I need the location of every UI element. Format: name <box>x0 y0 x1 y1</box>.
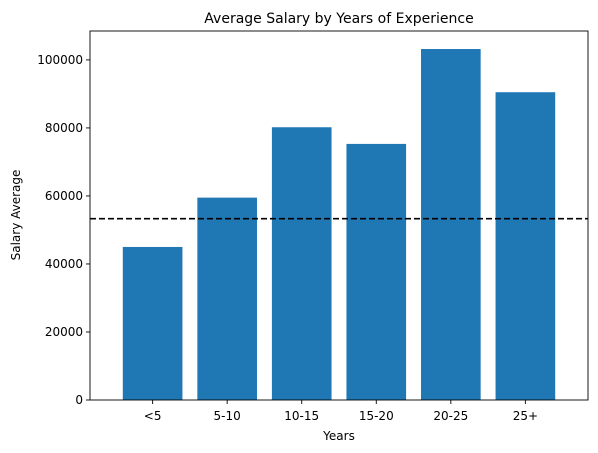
x-tick-label: 25+ <box>513 409 538 423</box>
y-tick-label: 20000 <box>45 325 83 339</box>
bar-1 <box>197 197 257 400</box>
chart-title: Average Salary by Years of Experience <box>204 11 473 27</box>
x-tick-label: 10-15 <box>284 409 319 423</box>
plot-frame <box>89 30 589 401</box>
x-tick-label: 15-20 <box>359 409 394 423</box>
bar-5 <box>495 92 556 401</box>
bar-0 <box>122 246 183 400</box>
bars-group <box>122 49 556 401</box>
y-tick-label: 40000 <box>45 257 83 271</box>
x-tick-label: 5-10 <box>214 409 241 423</box>
bar-2 <box>271 127 332 400</box>
x-tick-label: 20-25 <box>433 409 468 423</box>
y-tick-label: 100000 <box>37 53 83 67</box>
y-tick-label: 60000 <box>45 189 83 203</box>
x-axis-ticks: <5 5-10 10-15 15-20 20-25 25+ <box>144 400 538 423</box>
y-tick-label: 0 <box>75 393 83 407</box>
bar-3 <box>346 143 407 401</box>
x-axis-label: Years <box>322 429 355 443</box>
y-axis-ticks: 0 20000 40000 60000 80000 100000 <box>37 53 90 407</box>
y-tick-label: 80000 <box>45 121 83 135</box>
x-tick-label: <5 <box>144 409 162 423</box>
bar-4 <box>421 49 481 401</box>
y-axis-label: Salary Average <box>9 170 23 261</box>
